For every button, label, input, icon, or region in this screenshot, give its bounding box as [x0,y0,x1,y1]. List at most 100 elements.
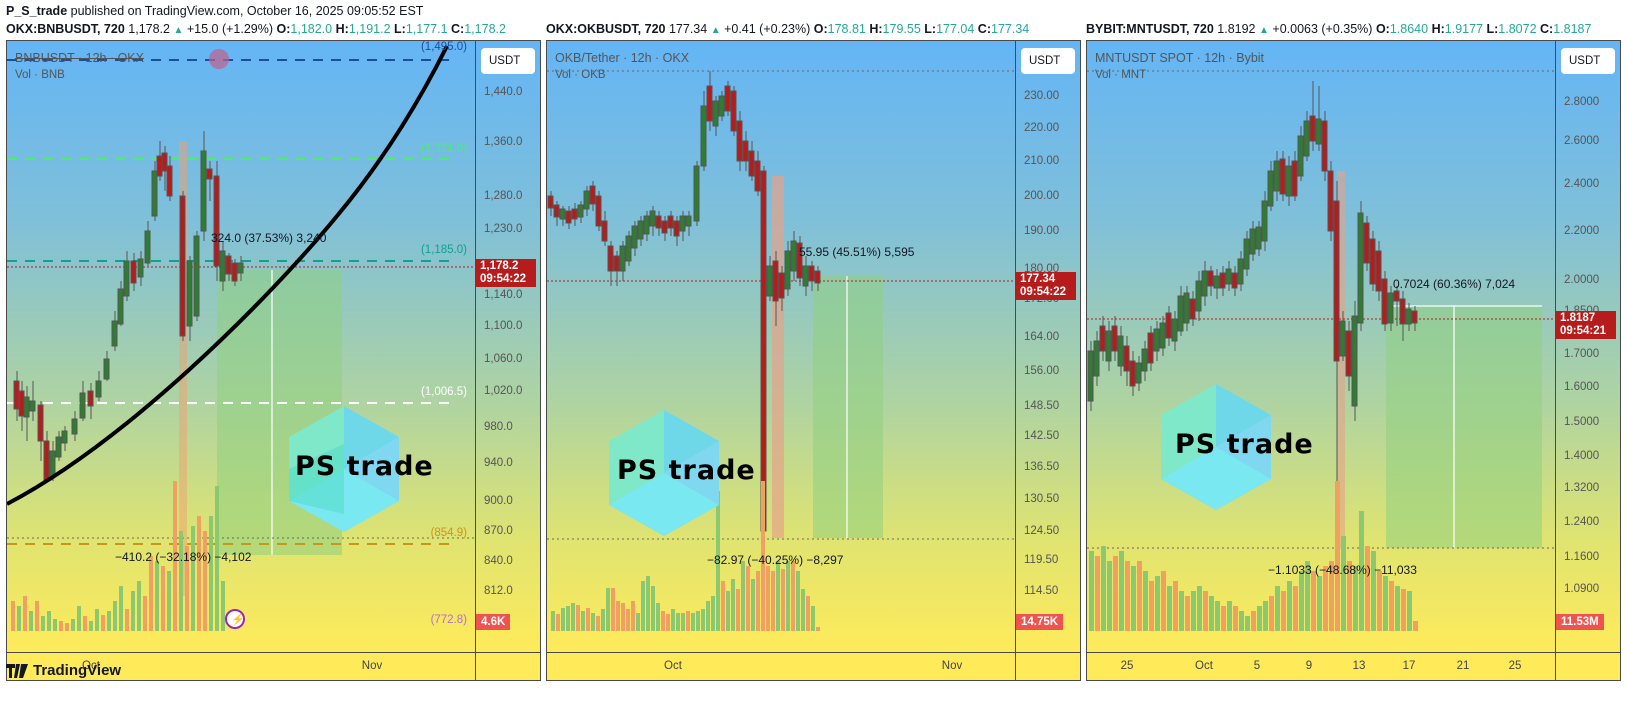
level-label: (1,006.5) [420,386,467,398]
volume-bars [11,481,225,631]
ohlc-low: 1,177.1 [405,22,448,36]
y-tick: 1.3200 [1564,482,1600,494]
time-axis[interactable]: Oct Nov [547,652,1080,680]
level-label: (1,495.0) [420,41,467,53]
candles-svg: ⚡ [7,45,475,631]
y-tick: 230.00 [1024,90,1060,102]
measure-up-label: 0.7024 (60.36%) 7,024 [1393,277,1516,291]
level-label: (854.9) [430,527,467,539]
x-tick: 21 [1456,660,1470,672]
y-tick: 1.7000 [1564,348,1600,360]
legend-volume: Vol · OKB [555,69,606,81]
y-tick: 164.00 [1024,331,1060,343]
y-tick: 1.5000 [1564,416,1600,428]
x-tick: Oct [82,660,100,672]
ps-trade-logo-icon [289,406,399,532]
symbol-name: OKX:OKBUSDT, 720 [546,22,666,36]
y-tick: 1.0900 [1564,583,1600,595]
publish-info: P_S_trade published on TradingView.com, … [6,4,423,18]
legend-title: MNTUSDT SPOT · 12h · Bybit [1095,51,1265,65]
y-tick: 1,100.0 [484,320,523,332]
y-tick: 1,140.0 [484,289,523,301]
svg-text:⚡: ⚡ [231,613,245,626]
level-label: (1,331.0) [420,143,467,155]
ohlc-low: 177.04 [936,22,975,36]
y-tick: 870.0 [484,525,513,537]
ohlc-open: 1.8640 [1389,22,1429,36]
y-tick: 136.50 [1024,461,1060,473]
y-tick: 1,360.0 [484,136,523,148]
x-tick: 13 [1352,660,1366,672]
plot-area[interactable]: MNTUSDT SPOT · 12h · Bybit Vol · MNT 0.7… [1087,41,1555,652]
legend-title: OKB/Tether · 12h · OKX [555,51,690,65]
last-price-tag: 177.34 09:54:22 [1016,272,1076,300]
currency-button[interactable]: USDT [481,48,535,74]
x-tick: Nov [361,660,383,672]
volume-tag: 11.53M [1556,614,1604,630]
measure-down-label: −410.2 (−32.18%) −4,102 [115,550,252,564]
last-price: 1.8192 [1217,22,1256,36]
level-label: (772.8) [430,614,467,626]
price-change: +0.0063 (+0.35%) [1272,22,1373,36]
price-axis[interactable]: USDT 2.8000 2.6000 2.4000 2.2000 2.0000 … [1555,41,1620,652]
candles-svg [547,70,1015,631]
chart-panel-bnb[interactable]: ⚡ BNBUSDT · 12h · OKX Vol · BNB (1,495.0… [6,40,541,681]
watermark-text: PS trade [295,451,434,482]
chart-panel-okb[interactable]: OKB/Tether · 12h · OKX Vol · OKB 55.95 (… [546,40,1081,681]
y-tick: 1,280.0 [484,190,523,202]
y-tick: 812.0 [484,585,513,597]
y-tick: 1.4000 [1564,450,1600,462]
ohlc-low: 1.8072 [1498,22,1537,36]
x-tick: Oct [664,660,682,672]
bar-countdown: 09:54:22 [480,273,527,285]
legend-title: BNBUSDT · 12h · OKX [15,51,144,65]
y-tick: 1,440.0 [484,86,523,98]
x-tick: Oct [1195,660,1213,672]
bar-countdown: 09:54:21 [1560,325,1607,337]
axis-corner [1015,653,1080,680]
symbol-name: OKX:BNBUSDT, 720 [6,22,125,36]
x-tick: 9 [1305,660,1313,672]
price-axis[interactable]: USDT 1,440.0 1,360.0 1,280.0 1,230.0 1,1… [475,41,540,652]
y-tick: 200.00 [1024,190,1060,202]
y-tick: 114.50 [1024,585,1059,597]
price-axis[interactable]: USDT 230.00 220.00 210.00 200.00 190.00 … [1015,41,1080,652]
volume-tag: 4.6K [476,614,511,630]
y-tick: 940.0 [484,457,513,469]
level-label: (1,185.0) [420,244,467,256]
x-tick: 5 [1253,660,1261,672]
tradingview-footer[interactable]: TradingView [6,662,121,679]
time-axis[interactable]: Oct Nov [7,652,540,680]
y-tick: 1.1600 [1564,551,1600,563]
plot-area[interactable]: OKB/Tether · 12h · OKX Vol · OKB 55.95 (… [547,41,1015,652]
y-tick: 1.6000 [1564,381,1600,393]
x-tick: 25 [1120,660,1134,672]
y-tick: 148.50 [1024,400,1060,412]
time-axis[interactable]: 25 Oct 5 9 13 17 21 25 [1087,652,1620,680]
symbol-line-okb: OKX:OKBUSDT, 720 177.34 ▲ +0.41 (+0.23%)… [546,22,1030,36]
legend-volume: Vol · BNB [15,69,65,81]
bar-countdown: 09:54:22 [1020,286,1067,298]
watermark-text: PS trade [617,455,756,486]
ohlc-high: 1.9177 [1444,22,1483,36]
chart-panel-mnt[interactable]: MNTUSDT SPOT · 12h · Bybit Vol · MNT 0.7… [1086,40,1621,681]
y-tick: 900.0 [484,495,513,507]
last-price: 177.34 [668,22,708,36]
currency-button[interactable]: USDT [1021,48,1075,74]
y-tick: 210.00 [1024,155,1060,167]
y-tick: 1,020.0 [484,385,523,397]
currency-button[interactable]: USDT [1561,48,1615,74]
triangle-up-icon: ▲ [710,25,721,36]
ohlc-close: 177.34 [991,22,1030,36]
y-tick: 1,230.0 [484,223,523,235]
published-text: published on TradingView.com, October 16… [70,4,424,18]
plot-area[interactable]: ⚡ BNBUSDT · 12h · OKX Vol · BNB (1,495.0… [7,41,475,652]
last-price: 1,178.2 [128,22,170,36]
tradingview-logo-icon [6,663,28,678]
y-tick: 2.4000 [1564,178,1600,190]
author-name[interactable]: P_S_trade [6,4,68,18]
ohlc-high: 1,191.2 [348,22,391,36]
x-tick: 25 [1508,660,1522,672]
last-price-tag: 1,178.2 09:54:22 [476,259,536,287]
ohlc-close: 1,178.2 [464,22,506,36]
